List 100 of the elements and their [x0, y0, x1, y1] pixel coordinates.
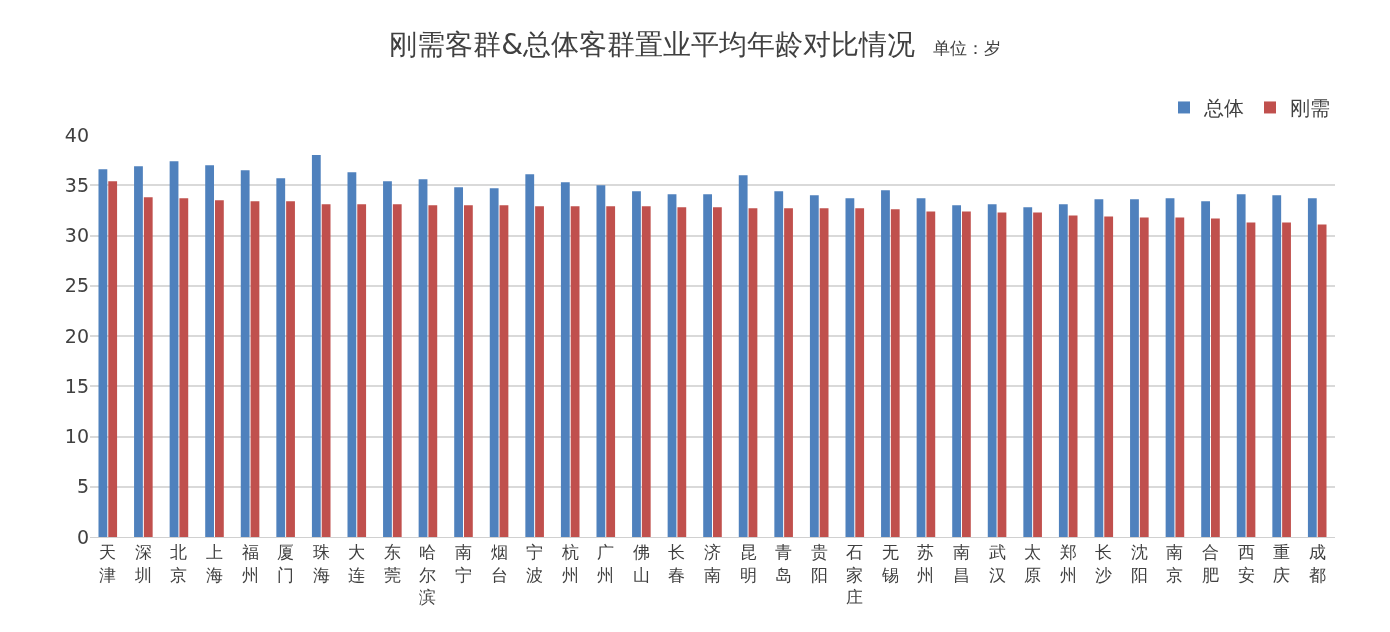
bar — [1023, 207, 1033, 537]
bar — [1317, 224, 1327, 537]
x-tick-label: 东莞 — [383, 542, 401, 585]
x-tick-label: 济南 — [704, 542, 721, 585]
bar — [357, 204, 367, 537]
x-tick-label: 上海 — [206, 542, 223, 585]
bar — [570, 206, 580, 537]
x-tick-label: 佛山 — [632, 542, 650, 585]
bar — [916, 198, 926, 537]
bar — [774, 191, 784, 537]
bar — [240, 170, 250, 537]
y-tick-label: 40 — [64, 123, 89, 146]
bar — [525, 174, 535, 537]
x-tick-label: 珠海 — [312, 542, 330, 585]
bar — [596, 185, 606, 537]
bar — [463, 205, 473, 537]
bar — [489, 188, 499, 537]
bar — [1307, 198, 1317, 537]
bar — [677, 207, 687, 537]
bar — [499, 205, 509, 537]
bar — [703, 194, 713, 537]
x-tick-label: 贵阳 — [810, 542, 828, 585]
x-tick-label: 广州 — [597, 542, 615, 585]
y-tick-label: 20 — [64, 324, 89, 347]
x-tick-label: 西安 — [1237, 542, 1255, 585]
bar — [1272, 195, 1282, 537]
bar — [428, 205, 438, 537]
y-tick-label: 10 — [64, 425, 89, 448]
bar — [286, 201, 295, 537]
bar — [383, 181, 392, 537]
x-tick-label: 南宁 — [455, 542, 472, 585]
bar — [1210, 218, 1220, 537]
x-tick-label: 石家庄 — [846, 542, 864, 607]
bar — [108, 181, 118, 537]
legend-label: 总体 — [1203, 96, 1244, 121]
x-tick-label: 深圳 — [133, 542, 152, 585]
bar — [632, 191, 641, 537]
bar — [1175, 217, 1185, 537]
x-tick-label: 南京 — [1166, 542, 1184, 585]
bar — [250, 201, 260, 537]
x-tick-label: 长春 — [668, 542, 686, 585]
bar — [952, 205, 962, 537]
bar — [535, 206, 544, 537]
bar — [276, 178, 286, 537]
x-tick-label: 哈尔滨 — [419, 542, 437, 607]
bar — [321, 204, 331, 537]
bar — [1201, 201, 1211, 537]
bar — [1033, 212, 1042, 537]
x-tick-label: 长沙 — [1095, 542, 1113, 585]
y-tick-label: 15 — [64, 374, 89, 397]
bar — [98, 169, 108, 537]
x-tick-label: 北京 — [170, 542, 188, 585]
bar — [1246, 222, 1256, 537]
bar — [418, 179, 428, 537]
bar — [926, 211, 936, 537]
x-tick-label: 合肥 — [1202, 542, 1219, 585]
bar — [738, 175, 748, 537]
y-tick-label: 35 — [64, 173, 89, 196]
bar — [1130, 199, 1139, 537]
x-tick-label: 福州 — [241, 542, 259, 585]
bar — [855, 208, 865, 537]
x-tick-label: 沈阳 — [1130, 542, 1148, 585]
bar — [890, 209, 900, 537]
bar — [819, 208, 829, 537]
x-tick-label: 青岛 — [775, 542, 793, 585]
x-tick-label: 大连 — [348, 542, 366, 585]
bar — [205, 165, 215, 537]
bar — [809, 195, 819, 537]
x-tick-label: 烟台 — [490, 542, 508, 585]
x-tick-label: 杭州 — [560, 542, 579, 585]
bar — [214, 200, 224, 537]
bar — [881, 190, 890, 537]
bar — [1165, 198, 1175, 537]
bar — [1058, 204, 1068, 537]
bar — [784, 208, 793, 537]
bar — [454, 187, 464, 537]
bar — [667, 194, 677, 537]
bar — [347, 172, 357, 537]
bar — [311, 155, 321, 537]
bar — [179, 198, 189, 537]
bar — [1236, 194, 1246, 537]
bar — [1094, 199, 1104, 537]
bar — [1139, 217, 1149, 537]
x-tick-label: 无锡 — [880, 542, 899, 585]
y-tick-label: 25 — [64, 274, 89, 297]
bar — [961, 211, 971, 537]
bar — [560, 182, 570, 537]
bar — [1068, 215, 1078, 537]
bar — [143, 197, 153, 537]
x-tick-label: 厦门 — [277, 542, 295, 585]
x-tick-label: 苏州 — [917, 542, 935, 585]
bar — [606, 206, 616, 537]
x-tick-label: 成都 — [1308, 542, 1326, 585]
bar — [134, 166, 143, 537]
bar — [997, 212, 1007, 537]
bar — [169, 161, 179, 537]
x-tick-label: 郑州 — [1059, 542, 1077, 585]
bar — [392, 204, 402, 537]
y-tick-label: 30 — [64, 224, 89, 247]
bar — [987, 204, 997, 537]
